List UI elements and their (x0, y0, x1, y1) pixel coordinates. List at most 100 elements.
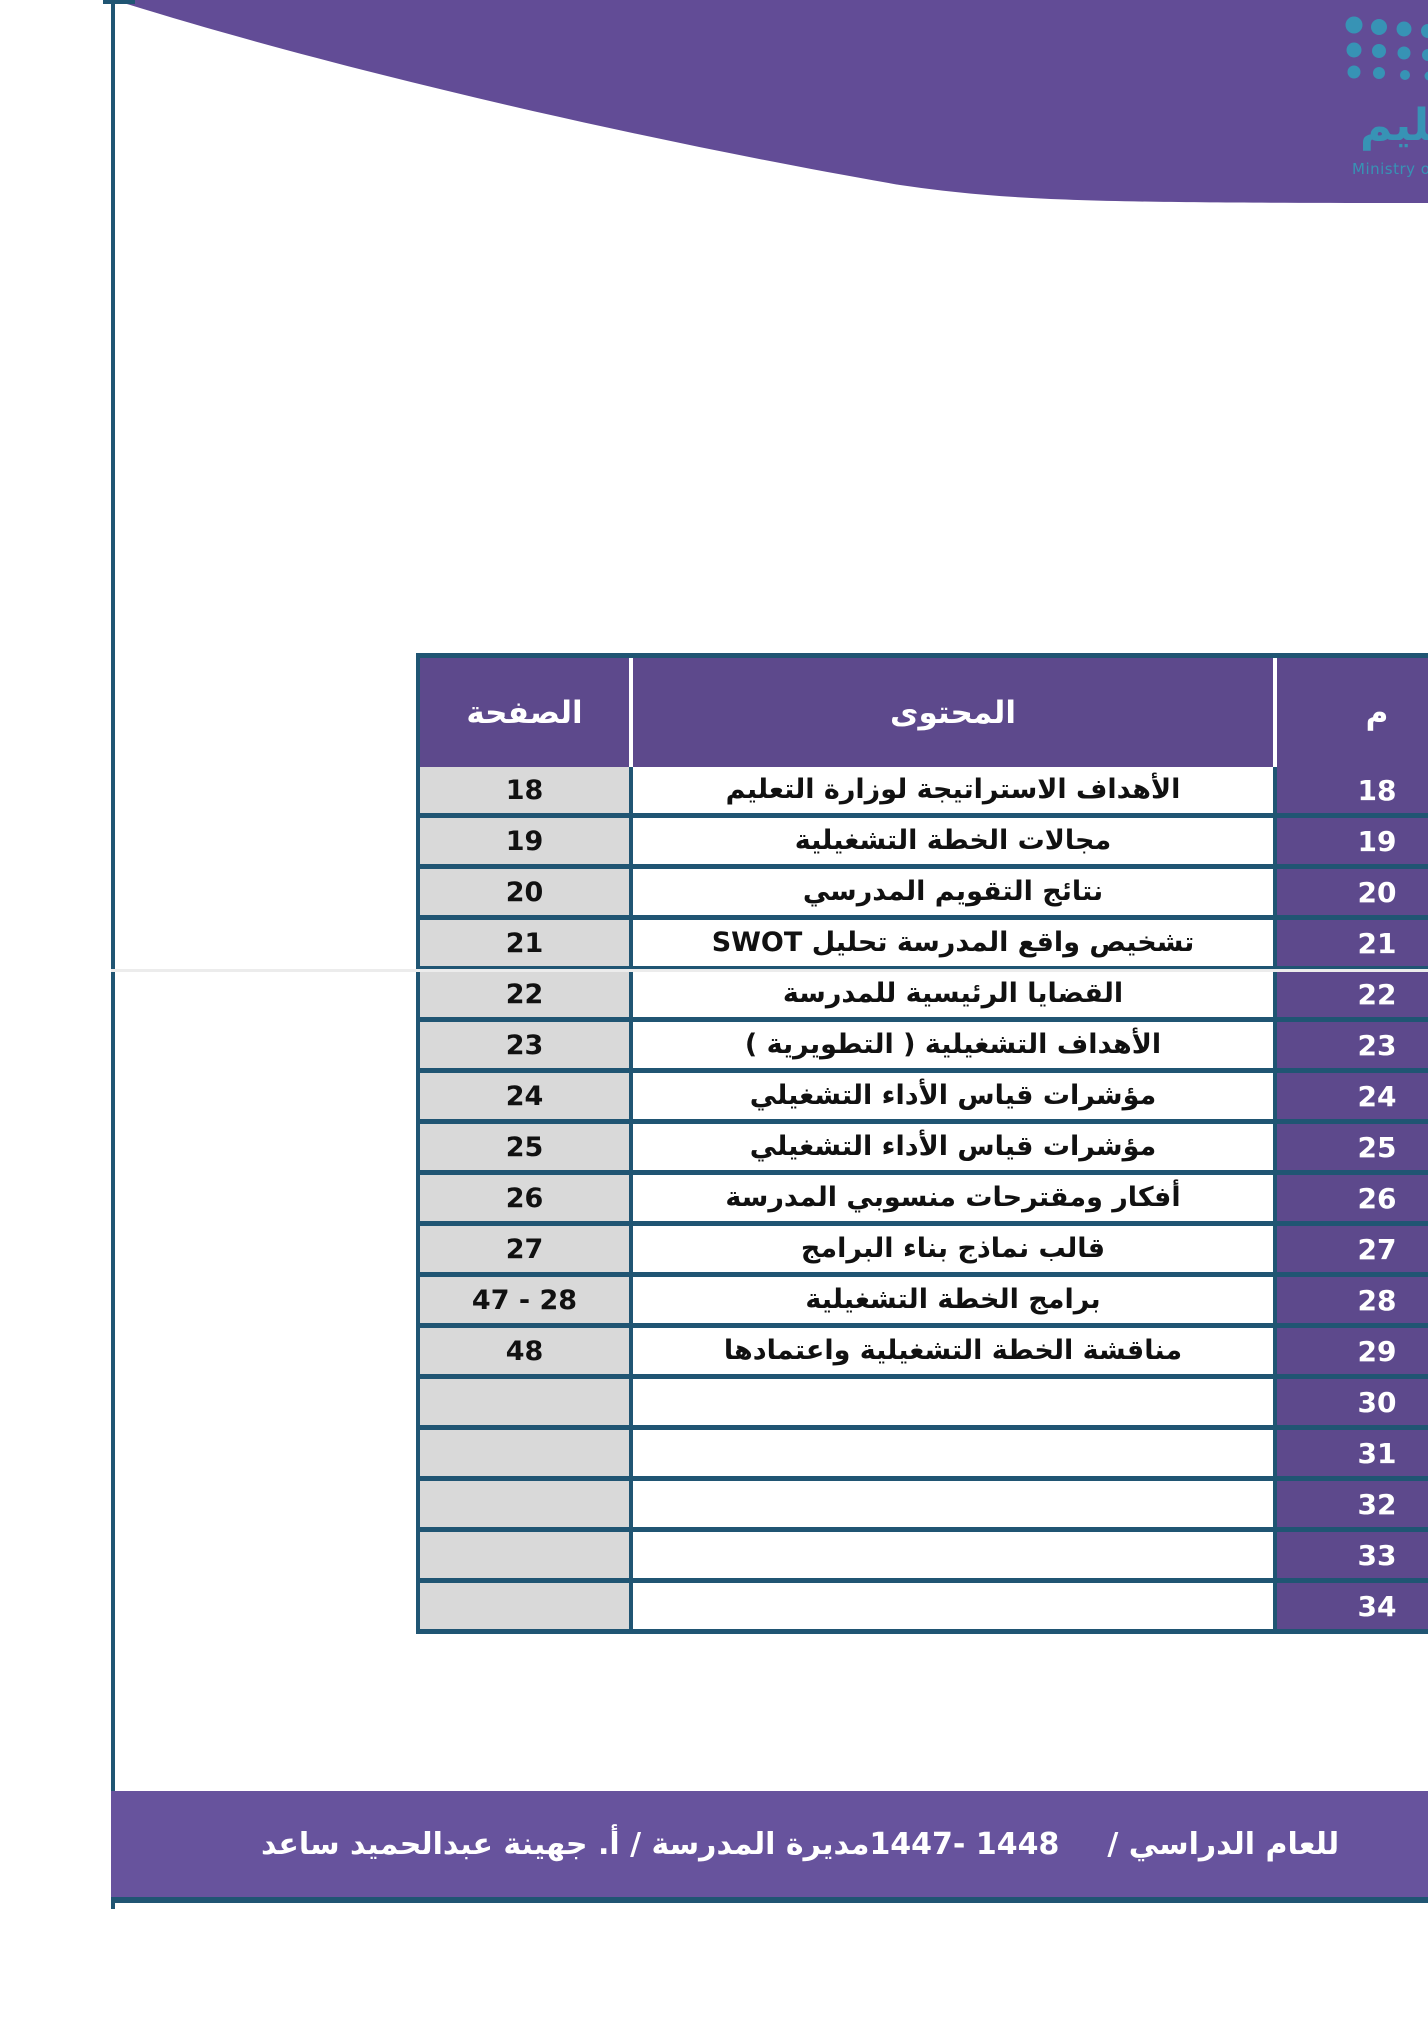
content-title-cell (633, 1532, 1273, 1578)
table-border (416, 1583, 420, 1629)
page-number-cell: 22 (420, 971, 629, 1017)
header-cell-num: م (1365, 694, 1389, 731)
table-border (629, 1124, 633, 1170)
table-border (416, 1175, 420, 1221)
table-border (629, 818, 633, 864)
header-swoosh-band (114, 0, 1428, 203)
table-border (1273, 1226, 1277, 1272)
row21-artifact-line (111, 969, 1428, 972)
table-border (629, 1022, 633, 1068)
toc-header-row: الصفحة المحتوى م (416, 658, 1428, 767)
table-border (416, 658, 420, 767)
page-number-cell (420, 1583, 629, 1629)
page-number-cell (420, 1481, 629, 1527)
page-number-cell: 28 - 47 (420, 1277, 629, 1323)
row-index-cell: 18 (1277, 767, 1428, 813)
table-border (416, 1022, 420, 1068)
table-row: 34 (416, 1583, 1428, 1634)
row-index-cell: 25 (1277, 1124, 1428, 1170)
content-title-cell: الأهداف التشغيلية ( التطويرية ) (633, 1022, 1273, 1068)
page-number-cell: 21 (420, 920, 629, 966)
table-border (416, 1532, 420, 1578)
table-border (1273, 1430, 1277, 1476)
table-row: 30 (416, 1379, 1428, 1430)
row-index-cell: 28 (1277, 1277, 1428, 1323)
page-frame-left-border (111, 0, 115, 1909)
table-row: 23 الأهداف التشغيلية ( التطويرية ) 23 (416, 1022, 1428, 1073)
content-title-cell: قالب نماذج بناء البرامج (633, 1226, 1273, 1272)
table-row: 24 مؤشرات قياس الأداء التشغيلي 24 (416, 1073, 1428, 1124)
row-index-cell: 20 (1277, 869, 1428, 915)
content-title-cell (633, 1430, 1273, 1476)
table-border (629, 1532, 633, 1578)
table-row: 28 - 47 برامج الخطة التشغيلية 28 (416, 1277, 1428, 1328)
table-border (629, 1379, 633, 1425)
table-border (629, 767, 633, 813)
table-border (1273, 869, 1277, 915)
table-border (629, 1073, 633, 1119)
table-border (629, 1430, 633, 1476)
table-border (1273, 1124, 1277, 1170)
table-border (1273, 767, 1277, 813)
table-row: 18 الأهداف الاستراتيجة لوزارة التعليم 18 (416, 767, 1428, 818)
table-border (629, 971, 633, 1017)
table-border (416, 818, 420, 864)
page-number-cell: 27 (420, 1226, 629, 1272)
table-border (416, 1328, 420, 1374)
table-border (1273, 1379, 1277, 1425)
header-cell-page: الصفحة (466, 694, 583, 731)
row-index-cell: 30 (1277, 1379, 1428, 1425)
header-divider (629, 658, 633, 767)
table-row: 27 قالب نماذج بناء البرامج 27 (416, 1226, 1428, 1277)
content-title-cell: أفكار ومقترحات منسوبي المدرسة (633, 1175, 1273, 1221)
content-title-cell: مناقشة الخطة التشغيلية واعتمادها (633, 1328, 1273, 1374)
table-border (416, 1226, 420, 1272)
academic-year-text: للعام الدراسي / 1447- 1448 (869, 1827, 1339, 1862)
table-border (629, 1175, 633, 1221)
page-number-cell: 18 (420, 767, 629, 813)
content-title-cell: مجالات الخطة التشغيلية (633, 818, 1273, 864)
content-title-cell: القضايا الرئيسية للمدرسة (633, 971, 1273, 1017)
footer-bar: مديرة المدرسة / أ. جهينة عبدالحميد ساعد … (111, 1791, 1428, 1903)
page-number-cell (420, 1532, 629, 1578)
row-index-cell: 19 (1277, 818, 1428, 864)
toc-body: 18 الأهداف الاستراتيجة لوزارة التعليم 18… (416, 767, 1428, 1634)
page-number-cell: 25 (420, 1124, 629, 1170)
page-number-cell: 24 (420, 1073, 629, 1119)
content-title-cell: نتائج التقويم المدرسي (633, 869, 1273, 915)
table-border (416, 1124, 420, 1170)
table-border (1273, 1532, 1277, 1578)
table-border (416, 869, 420, 915)
table-row: 20 نتائج التقويم المدرسي 20 (416, 869, 1428, 920)
content-title-cell: مؤشرات قياس الأداء التشغيلي (633, 1073, 1273, 1119)
table-row: 31 (416, 1430, 1428, 1481)
table-border (1273, 1175, 1277, 1221)
row-index-cell: 24 (1277, 1073, 1428, 1119)
row-index-cell: 22 (1277, 971, 1428, 1017)
principal-name-text: مديرة المدرسة / أ. جهينة عبدالحميد ساعد (261, 1826, 870, 1862)
table-border (1273, 1583, 1277, 1629)
table-border (416, 920, 420, 966)
content-title-cell (633, 1583, 1273, 1629)
table-row: 19 مجالات الخطة التشغيلية 19 (416, 818, 1428, 869)
table-row: 32 (416, 1481, 1428, 1532)
content-title-cell: مؤشرات قياس الأداء التشغيلي (633, 1124, 1273, 1170)
table-row: 26 أفكار ومقترحات منسوبي المدرسة 26 (416, 1175, 1428, 1226)
table-border (1273, 1481, 1277, 1527)
table-border (1273, 1073, 1277, 1119)
row-index-cell: 27 (1277, 1226, 1428, 1272)
table-border (416, 1481, 420, 1527)
table-border (416, 971, 420, 1017)
table-border (416, 1277, 420, 1323)
table-row: 22 القضايا الرئيسية للمدرسة 22 (416, 971, 1428, 1022)
table-border (629, 1226, 633, 1272)
toc-table: الصفحة المحتوى م 18 الأهداف الاستراتيجة … (416, 653, 1428, 1634)
content-title-cell: برامج الخطة التشغيلية (633, 1277, 1273, 1323)
table-border (1273, 1328, 1277, 1374)
page-number-cell: 48 (420, 1328, 629, 1374)
table-border (1273, 971, 1277, 1017)
table-border (416, 1430, 420, 1476)
row-index-cell: 33 (1277, 1532, 1428, 1578)
ministry-of-education-logo: تعليم Ministry of Education (1343, 0, 1428, 200)
table-border (416, 767, 420, 813)
